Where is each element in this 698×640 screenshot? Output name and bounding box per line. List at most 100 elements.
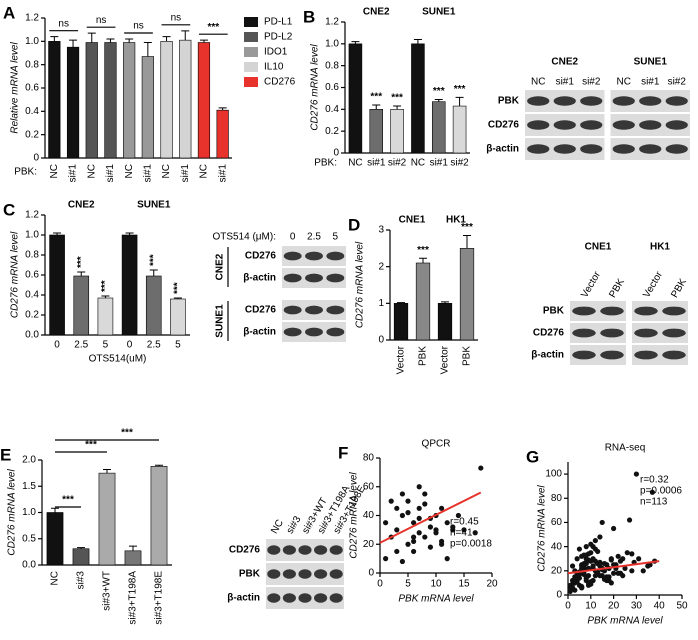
point [590, 556, 596, 562]
band [639, 144, 662, 154]
point [569, 563, 576, 569]
point [383, 556, 389, 562]
panel-label: D [348, 215, 360, 234]
error-bar [463, 235, 471, 249]
bar [170, 298, 186, 336]
point [601, 560, 608, 567]
group-label: HK1 [650, 242, 670, 253]
y-tick-label: 20 [551, 565, 563, 576]
significance: *** [148, 254, 159, 266]
bar [46, 512, 64, 566]
point [411, 520, 417, 526]
bar [437, 303, 453, 341]
point [633, 471, 640, 477]
y-tick-label: 0.0 [22, 560, 36, 571]
error-bar [181, 30, 190, 41]
band [326, 251, 345, 261]
point [649, 489, 655, 495]
point [478, 465, 484, 471]
significance: *** [207, 22, 219, 33]
x-tick-label: 0 [54, 340, 60, 351]
y-tick-label: 1.2 [25, 210, 39, 221]
legend-label: CD276 [264, 77, 296, 88]
point [450, 524, 456, 530]
point [636, 556, 642, 562]
band [527, 144, 550, 154]
band [553, 144, 576, 154]
bar [145, 275, 162, 336]
point [427, 524, 433, 530]
point [590, 563, 596, 569]
error-bar [77, 271, 86, 276]
lane-label: si#2 [668, 77, 687, 88]
x-tick-label: 40 [654, 601, 666, 612]
lane-label: PBK [669, 277, 689, 300]
band [326, 305, 345, 315]
y-tick-label: 0 [556, 590, 562, 601]
y-tick-label: 0.4 [325, 104, 339, 115]
x-tick-label: si#1 [142, 164, 153, 183]
y-tick-label: 0.0 [25, 330, 39, 341]
error-bar [199, 39, 208, 43]
point [394, 548, 400, 555]
lane-label: NC [531, 77, 545, 88]
lane-label: 0 [290, 232, 296, 243]
point [416, 515, 422, 521]
x-tick-label: si#3+WT [102, 571, 113, 611]
band [329, 593, 343, 603]
x-tick-label: si#3+T198E [154, 571, 165, 625]
chart-title: QPCR [422, 439, 451, 450]
y-tick-label: 1.2 [325, 17, 339, 28]
blot-background [632, 323, 688, 343]
panel-label: F [338, 443, 348, 462]
y-tick-label: 1.2 [25, 13, 39, 24]
row-label: PBK [543, 306, 565, 317]
x-tick-label: si#2 [450, 158, 469, 169]
band [665, 96, 688, 106]
bar [123, 42, 136, 159]
x-tick-label: si#1 [180, 164, 191, 183]
bar [141, 56, 154, 159]
bar [216, 109, 229, 159]
x-tick-label: 10 [585, 601, 597, 612]
y-axis-label: CD276 mRNA level [7, 469, 18, 556]
y-tick-label: 0.2 [325, 126, 339, 137]
band [314, 593, 328, 603]
point [629, 568, 635, 574]
x-tick-label: 50 [676, 601, 688, 612]
point [444, 520, 450, 526]
point [592, 537, 598, 544]
bar [452, 105, 467, 154]
point [640, 568, 646, 574]
y-tick-label: 0 [33, 153, 39, 164]
y-tick-label: 0.2 [25, 129, 39, 140]
y-axis-label: Relative mRNA level [10, 42, 21, 134]
bar [48, 41, 61, 159]
row-label: β-actin [227, 593, 260, 604]
point [576, 571, 583, 578]
significance: *** [76, 256, 87, 268]
point [461, 527, 467, 533]
point [411, 538, 417, 544]
y-axis-label: CD276 mRNA level [355, 241, 366, 328]
stat-label: p=0.0018 [450, 539, 492, 550]
x-tick-label: 0 [565, 601, 571, 612]
band [572, 306, 596, 316]
bar [393, 303, 409, 341]
row-label: CD276 [533, 328, 565, 339]
point [585, 582, 592, 588]
point [411, 534, 417, 540]
panel-label: G [526, 447, 539, 466]
significance: ns [171, 12, 182, 23]
group-label: CNE1 [585, 242, 612, 253]
point [427, 544, 433, 550]
x-tick-label: si#3+T198A [128, 571, 139, 625]
band [639, 96, 662, 106]
point [411, 548, 417, 555]
bar [73, 275, 90, 336]
y-tick-label: 0.8 [25, 250, 39, 261]
bar [348, 43, 363, 154]
legend-swatch [244, 77, 258, 87]
bar [97, 297, 114, 336]
